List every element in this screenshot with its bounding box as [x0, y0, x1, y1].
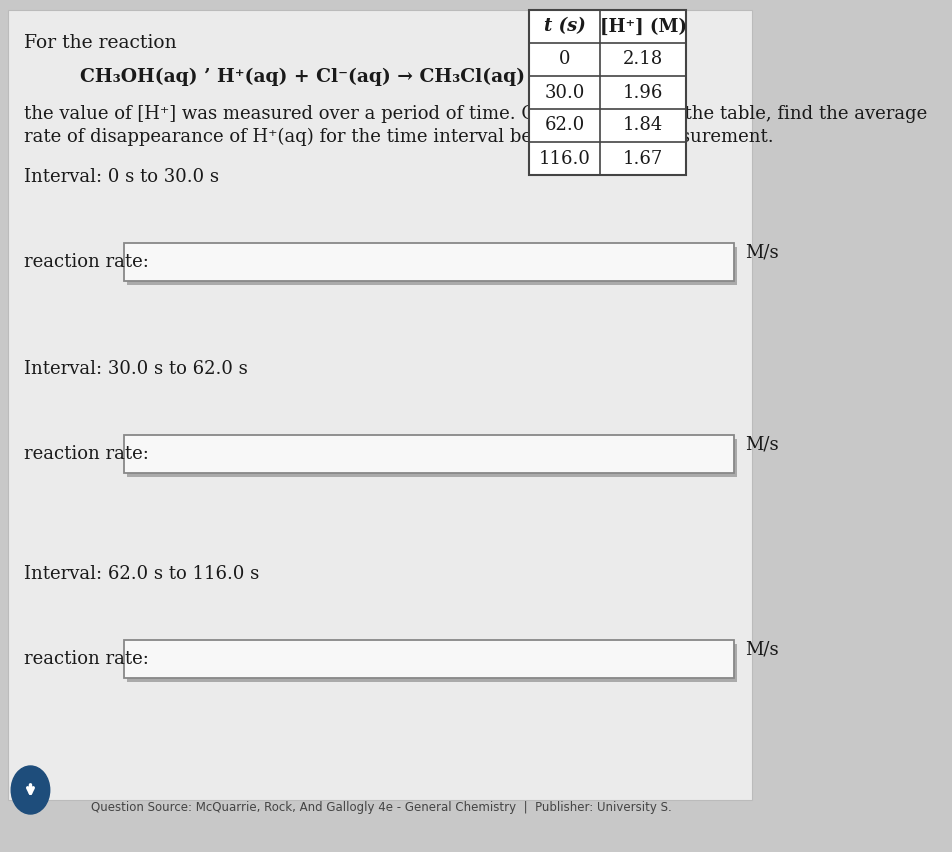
Text: reaction rate:: reaction rate: — [24, 253, 149, 271]
Text: 116.0: 116.0 — [539, 149, 590, 168]
Text: rate of disappearance of H⁺(aq) for the time interval between each measurement.: rate of disappearance of H⁺(aq) for the … — [24, 128, 774, 147]
Text: 1.67: 1.67 — [623, 149, 664, 168]
Text: Interval: 62.0 s to 116.0 s: Interval: 62.0 s to 116.0 s — [24, 565, 259, 583]
Bar — [125, 435, 734, 473]
Text: 30.0: 30.0 — [545, 83, 585, 101]
Text: [H⁺] (M): [H⁺] (M) — [600, 18, 686, 36]
Text: 1.96: 1.96 — [623, 83, 664, 101]
Circle shape — [11, 766, 50, 814]
Text: 2.18: 2.18 — [623, 50, 664, 68]
Text: For the reaction: For the reaction — [24, 34, 177, 52]
Text: 62.0: 62.0 — [545, 117, 585, 135]
Bar — [125, 243, 734, 281]
Text: reaction rate:: reaction rate: — [24, 445, 149, 463]
Text: Interval: 0 s to 30.0 s: Interval: 0 s to 30.0 s — [24, 168, 219, 186]
Bar — [128, 439, 737, 477]
Text: M/s: M/s — [744, 244, 779, 262]
Text: 1.84: 1.84 — [623, 117, 664, 135]
Text: the value of [H⁺] was measured over a period of time. Given the data in the tabl: the value of [H⁺] was measured over a pe… — [24, 105, 927, 123]
Bar — [128, 644, 737, 682]
Text: M/s: M/s — [744, 435, 779, 453]
Text: Question Source: McQuarrie, Rock, And Gallogly 4e - General Chemistry  |  Publis: Question Source: McQuarrie, Rock, And Ga… — [91, 802, 672, 815]
Bar — [125, 640, 734, 678]
Text: M/s: M/s — [744, 641, 779, 659]
Text: 0: 0 — [559, 50, 570, 68]
Text: t (s): t (s) — [544, 18, 585, 36]
Bar — [529, 10, 686, 175]
Text: CH₃OH(aq) ’ H⁺(aq) + Cl⁻(aq) → CH₃Cl(aq) + H₂O(l): CH₃OH(aq) ’ H⁺(aq) + Cl⁻(aq) → CH₃Cl(aq)… — [80, 68, 621, 86]
Bar — [128, 247, 737, 285]
Text: reaction rate:: reaction rate: — [24, 650, 149, 668]
Text: Interval: 30.0 s to 62.0 s: Interval: 30.0 s to 62.0 s — [24, 360, 248, 378]
